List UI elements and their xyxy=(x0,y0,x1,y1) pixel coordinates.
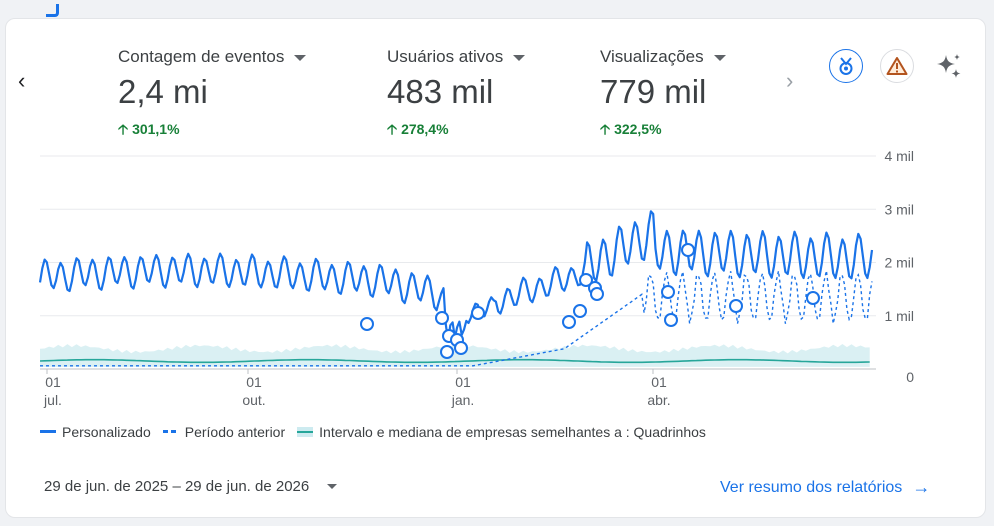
annotation-marker[interactable] xyxy=(664,313,678,327)
y-tick-label: 1 mil xyxy=(884,308,914,324)
date-range-label: 29 de jun. de 2025 – 29 de jun. de 2026 xyxy=(44,478,310,495)
metric-delta-value: 322,5% xyxy=(614,121,662,137)
top-edge-mark xyxy=(46,4,59,17)
chevron-left-icon[interactable]: ‹ xyxy=(18,68,26,93)
caret-down-icon xyxy=(713,54,726,61)
annotation-marker[interactable] xyxy=(562,315,576,329)
legend-label: Personalizado xyxy=(62,424,151,440)
metric-title-dropdown[interactable]: Visualizações xyxy=(600,47,726,67)
metric-value: 483 mil xyxy=(387,73,494,110)
annotation-marker[interactable] xyxy=(681,243,695,257)
metric-title-dropdown[interactable]: Usuários ativos xyxy=(387,47,526,67)
view-reports-link[interactable]: Ver resumo dos relatórios → xyxy=(720,477,930,498)
arrow-up-icon: 🡡 xyxy=(600,121,611,137)
annotation-marker[interactable] xyxy=(454,341,468,355)
y-tick-label: 0 xyxy=(906,369,914,385)
annotation-marker[interactable] xyxy=(471,306,485,320)
arrow-up-icon: 🡡 xyxy=(387,121,398,137)
metric-title: Usuários ativos xyxy=(387,47,504,66)
annotation-marker[interactable] xyxy=(579,273,593,287)
metric-title: Contagem de eventos xyxy=(118,47,285,66)
series-personalizado-line xyxy=(38,210,874,342)
x-tick-day: 01 xyxy=(455,374,471,390)
chevron-right-icon[interactable]: › xyxy=(786,68,794,93)
annotation-marker[interactable] xyxy=(573,304,587,318)
view-reports-label: Ver resumo dos relatórios xyxy=(720,478,903,496)
x-tick-month: abr. xyxy=(647,392,670,408)
caret-down-icon xyxy=(327,484,338,489)
y-tick-label: 4 mil xyxy=(884,148,914,164)
chart-legend: Personalizado Período anterior Intervalo… xyxy=(40,424,718,440)
metric-delta: 🡡 322,5% xyxy=(600,119,726,143)
peer-median-line xyxy=(39,358,870,364)
metric-delta-value: 278,4% xyxy=(401,121,449,137)
medal-icon[interactable] xyxy=(829,49,863,83)
legend-label: Intervalo e mediana de empresas semelhan… xyxy=(319,424,706,440)
metric-title-dropdown[interactable]: Contagem de eventos xyxy=(118,47,307,67)
metric-delta: 🡡 301,1% xyxy=(118,119,306,143)
x-tick-month: jan. xyxy=(451,392,475,408)
metric-views[interactable]: Visualizações 779 mil 🡡 322,5% xyxy=(600,47,726,143)
metric-title: Visualizações xyxy=(600,47,704,66)
caret-down-icon xyxy=(513,54,526,61)
metric-value: 2,4 mi xyxy=(118,73,208,110)
arrow-right-icon: → xyxy=(912,477,931,497)
x-tick-day: 01 xyxy=(45,374,61,390)
arrow-up-icon: 🡡 xyxy=(118,121,129,137)
sparkle-icon[interactable] xyxy=(932,49,966,83)
metric-value: 779 mil xyxy=(600,73,707,110)
legend-item-peer-band[interactable]: Intervalo e mediana de empresas semelhan… xyxy=(297,424,706,440)
legend-dashed-swatch xyxy=(162,430,176,433)
metric-delta-value: 301,1% xyxy=(132,121,180,137)
x-tick-day: 01 xyxy=(651,374,667,390)
annotation-marker[interactable] xyxy=(360,317,374,331)
metric-active-users[interactable]: Usuários ativos 483 mil 🡡 278,4% xyxy=(387,47,526,143)
y-tick-label: 2 mil xyxy=(884,255,914,271)
legend-item-previous-period[interactable]: Período anterior xyxy=(162,424,286,440)
annotation-marker[interactable] xyxy=(435,311,449,325)
x-tick-month: out. xyxy=(242,392,265,408)
y-tick-label: 3 mil xyxy=(884,201,914,217)
annotation-marker[interactable] xyxy=(440,345,454,359)
x-tick-day: 01 xyxy=(246,374,262,390)
legend-label: Período anterior xyxy=(184,424,286,440)
date-range-selector[interactable]: 29 de jun. de 2025 – 29 de jun. de 2026 xyxy=(44,478,338,495)
annotation-marker[interactable] xyxy=(806,291,820,305)
legend-solid-swatch xyxy=(40,430,56,433)
annotation-marker[interactable] xyxy=(661,285,675,299)
metric-event-count[interactable]: Contagem de eventos 2,4 mi 🡡 301,1% xyxy=(118,47,307,143)
caret-down-icon xyxy=(294,54,307,61)
series-previous-period-line xyxy=(40,270,873,367)
annotation-marker[interactable] xyxy=(590,287,604,301)
x-tick-month: jul. xyxy=(43,392,62,408)
legend-band-swatch xyxy=(297,427,314,437)
metric-delta: 🡡 278,4% xyxy=(387,119,525,143)
annotation-marker[interactable] xyxy=(729,299,743,313)
warning-icon[interactable] xyxy=(880,49,914,83)
legend-item-personalizado[interactable]: Personalizado xyxy=(40,424,151,440)
